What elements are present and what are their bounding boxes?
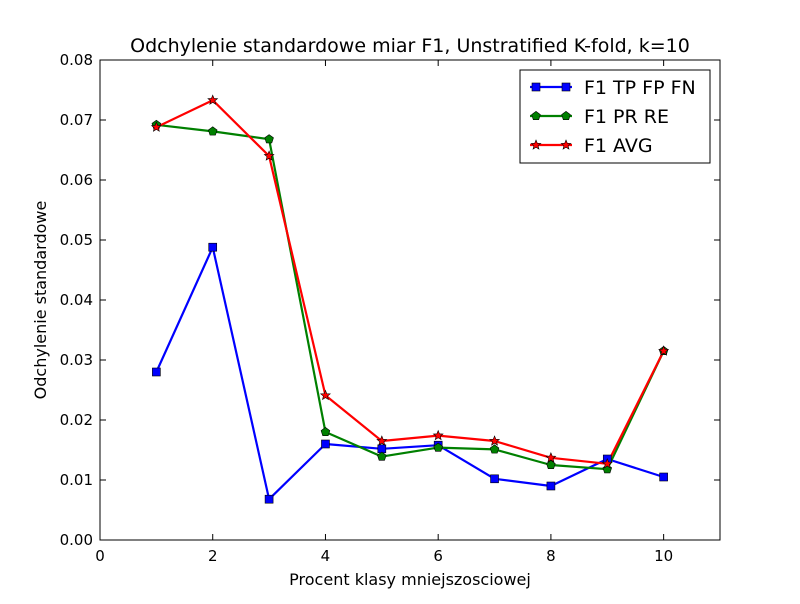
data-point-s3-4 <box>319 389 331 401</box>
legend-marker-3-end <box>560 139 572 150</box>
data-point-s3-7 <box>489 435 501 446</box>
data-point-s2-5 <box>377 451 387 461</box>
data-point-s1-5 <box>377 444 387 454</box>
y-tick-label: 0.08 <box>60 51 93 69</box>
data-point-s1-1 <box>152 367 161 377</box>
y-tick-label: 0.06 <box>60 171 93 189</box>
legend-marker-1-end <box>561 82 571 92</box>
data-point-s2-6 <box>433 442 443 452</box>
data-point-s1-4 <box>321 439 330 449</box>
data-point-s3-5 <box>376 435 388 446</box>
x-tick-label: 10 <box>654 547 673 565</box>
data-point-s3-10 <box>658 345 670 356</box>
y-tick-label: 0.07 <box>60 111 93 129</box>
data-point-s1-8 <box>546 481 556 491</box>
legend-marker-3 <box>530 139 542 150</box>
data-point-s3-9 <box>601 457 613 469</box>
legend-label-2: F1 PR RE <box>584 106 669 128</box>
legend-label-1: F1 TP FP FN <box>584 77 696 99</box>
legend-marker-2-end <box>561 111 571 121</box>
x-tick-label: 6 <box>433 547 443 565</box>
y-tick-label: 0.00 <box>60 531 93 549</box>
y-tick-label: 0.01 <box>60 471 93 489</box>
y-tick-label: 0.05 <box>60 231 93 249</box>
data-point-s2-7 <box>489 444 500 454</box>
data-point-s3-3 <box>263 150 275 161</box>
legend-marker-1 <box>531 82 541 92</box>
x-axis-label: Procent klasy mniejszosciowej <box>289 570 531 589</box>
y-tick-label: 0.04 <box>60 291 93 309</box>
data-point-s1-7 <box>490 474 499 484</box>
data-point-s1-10 <box>659 472 668 482</box>
data-point-s3-1 <box>150 121 162 132</box>
legend-marker-2 <box>531 111 541 121</box>
y-tick-label: 0.02 <box>60 411 93 429</box>
series-line-1 <box>155 246 664 501</box>
data-point-s1-2 <box>208 242 218 252</box>
y-axis-label: Odchylenie standardowe <box>31 201 50 400</box>
data-point-s3-6 <box>432 429 444 441</box>
data-point-s2-8 <box>546 460 556 470</box>
data-point-s2-2 <box>207 126 218 136</box>
plot-area: 0 2 4 6 8 10 0.00 0.01 0.02 0.03 0.04 0.05 0.06 0.07 0… <box>60 51 721 565</box>
x-tick-label: 4 <box>321 547 331 565</box>
legend: F1 TP FP FN F1 PR RE F1 AVG <box>519 69 711 164</box>
y-tick-label: 0.03 <box>60 351 93 369</box>
x-tick-label: 8 <box>546 547 556 565</box>
series-line-3 <box>155 99 665 465</box>
series-line-2 <box>156 123 665 471</box>
x-tick-label: 0 <box>95 547 105 565</box>
chart-title: Odchylenie standardowe miar F1, Unstrati… <box>130 35 690 57</box>
data-point-s3-8 <box>545 451 557 463</box>
x-tick-label: 2 <box>208 547 218 565</box>
data-point-s3-2 <box>207 94 219 105</box>
data-point-s2-4 <box>320 427 331 437</box>
data-point-s1-3 <box>264 494 274 504</box>
legend-label-3: F1 AVG <box>584 135 653 157</box>
data-point-s2-3 <box>264 134 274 144</box>
